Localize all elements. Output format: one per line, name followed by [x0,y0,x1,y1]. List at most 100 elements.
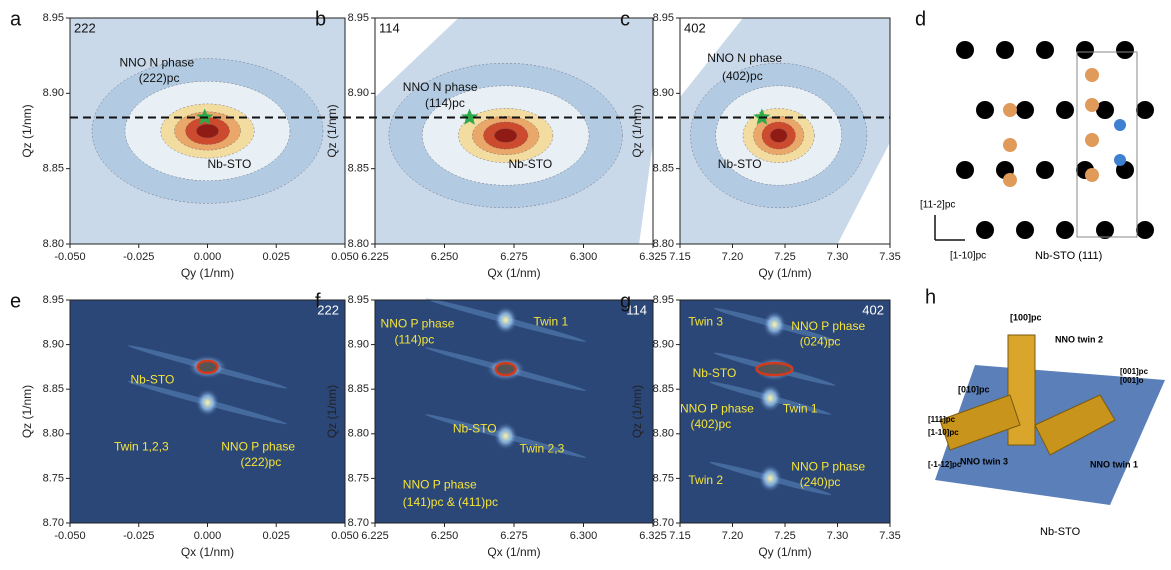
y-tick-label: 8.95 [348,12,369,24]
panel-label: f [315,290,321,312]
x-tick-label: 6.275 [500,530,528,542]
diagram-label: [-1-12]pc [928,460,962,469]
y-tick-label: 8.85 [43,383,64,395]
y-tick-label: 8.75 [653,472,674,484]
panel-label: g [620,290,631,312]
y-axis-label: Qz (1/nm) [630,104,644,157]
axes-arrows [934,215,965,241]
x-axis-label: Qx (1/nm) [487,545,540,559]
x-tick-label: 6.225 [361,530,389,542]
x-tick-label: 0.050 [331,251,359,263]
x-tick-label: 0.025 [262,251,290,263]
atom [1036,41,1054,59]
x-tick-label: 6.250 [431,251,459,263]
y-tick-label: 8.95 [653,294,674,306]
plot: -0.050 -0.025 0.000 0.025 0.050 8.80 8.85 8.90 8… [10,8,359,280]
annotation: NNO P phase [791,319,865,333]
x-tick-label: 7.20 [722,251,743,263]
y-tick-label: 8.80 [348,428,369,440]
atom [1016,101,1034,119]
panel-tag: 222 [74,20,96,35]
annotation: (222)pc [139,71,180,85]
unmeasured-region [680,18,743,98]
x-tick-label: 6.275 [500,251,528,263]
atom [1056,101,1074,119]
y-axis-label: Qz (1/nm) [20,104,34,157]
x-tick-label: 6.325 [639,251,667,263]
unmeasured-region [639,142,653,244]
x-tick-label: 7.15 [669,251,690,263]
y-axis-label: Qz (1/nm) [325,385,339,438]
plot-background [375,300,653,523]
contour-level [770,128,788,143]
y-tick-label: 8.80 [653,428,674,440]
atom [1096,101,1114,119]
plot: -0.050 -0.025 0.000 0.025 0.050 8.70 8.75 8.80 8… [10,290,359,559]
x-axis-label: Qy (1/nm) [758,266,811,280]
atom [996,41,1014,59]
x-tick-label: 6.325 [639,530,667,542]
y-tick-label: 8.90 [43,339,64,351]
annotation: Nb-STO [508,157,552,171]
atom [1136,221,1154,239]
panel-label: a [10,8,22,30]
diagram-label: [010]pc [958,384,990,394]
annotation: NNO P phase [221,439,295,453]
atom [1056,221,1074,239]
annotation: Nb-STO [453,422,497,436]
annotation: (114)pc [425,96,465,110]
diagram-label: [001]pc [1120,367,1149,376]
y-tick-label: 8.70 [348,517,369,529]
x-tick-label: 7.30 [827,530,848,542]
x-tick-label: 7.25 [774,251,795,263]
x-axis-label: Qy (1/nm) [758,545,811,559]
x-axis-label: Qy (1/nm) [181,266,234,280]
annotation: Nb-STO [208,157,252,171]
y-axis-label: Qz (1/nm) [20,385,34,438]
panel-label: b [315,8,326,30]
x-tick-label: -0.025 [123,530,154,542]
plot: 7.15 7.20 7.25 7.30 7.35 8.70 8.75 8.80 8.85 8.90… [620,290,901,559]
intensity-spot [758,384,783,413]
intensity-spot [195,388,220,417]
x-tick-label: 0.050 [331,530,359,542]
plot: 6.225 6.250 6.275 6.300 6.325 8.70 8.75 8.80 8.8… [315,290,667,559]
y-tick-label: 8.90 [43,87,64,99]
y-tick-label: 8.80 [348,238,369,250]
atom [1036,161,1054,179]
axis-label: [11-2]pc [920,200,955,211]
x-tick-label: 0.000 [194,530,222,542]
atom [1016,221,1034,239]
diagram-label: Nb-STO [1040,526,1081,538]
annotation: (114)pc [394,332,434,346]
diagram-label: [100]pc [1010,312,1042,322]
y-tick-label: 8.90 [348,339,369,351]
y-tick-label: 8.90 [348,87,369,99]
annotation: (222)pc [241,455,282,469]
y-tick-label: 8.85 [653,383,674,395]
panel-tag: 402 [684,20,706,35]
y-tick-label: 8.70 [653,517,674,529]
y-tick-label: 8.85 [348,383,369,395]
x-tick-label: 7.20 [722,530,743,542]
annotation: NNO N phase [403,80,478,94]
x-tick-label: -0.050 [54,251,85,263]
contour-level [494,128,517,143]
intensity-core [755,361,794,377]
atom [1085,133,1099,147]
axis-label: [1-10]pc [950,251,986,262]
annotation: (024)pc [800,335,841,349]
intensity-spot [758,464,783,493]
caption: Nb-STO (111) [1035,250,1102,262]
unmeasured-region [375,18,459,98]
x-tick-label: 6.300 [570,530,598,542]
x-axis-label: Qx (1/nm) [181,545,234,559]
panel-label: d [915,8,926,30]
annotation: Nb-STO [131,372,175,386]
y-tick-label: 8.75 [348,472,369,484]
intensity-spot [493,306,518,335]
atom [1003,173,1017,187]
unmeasured-region [837,142,890,244]
diagram-label: NNO twin 3 [960,456,1008,466]
